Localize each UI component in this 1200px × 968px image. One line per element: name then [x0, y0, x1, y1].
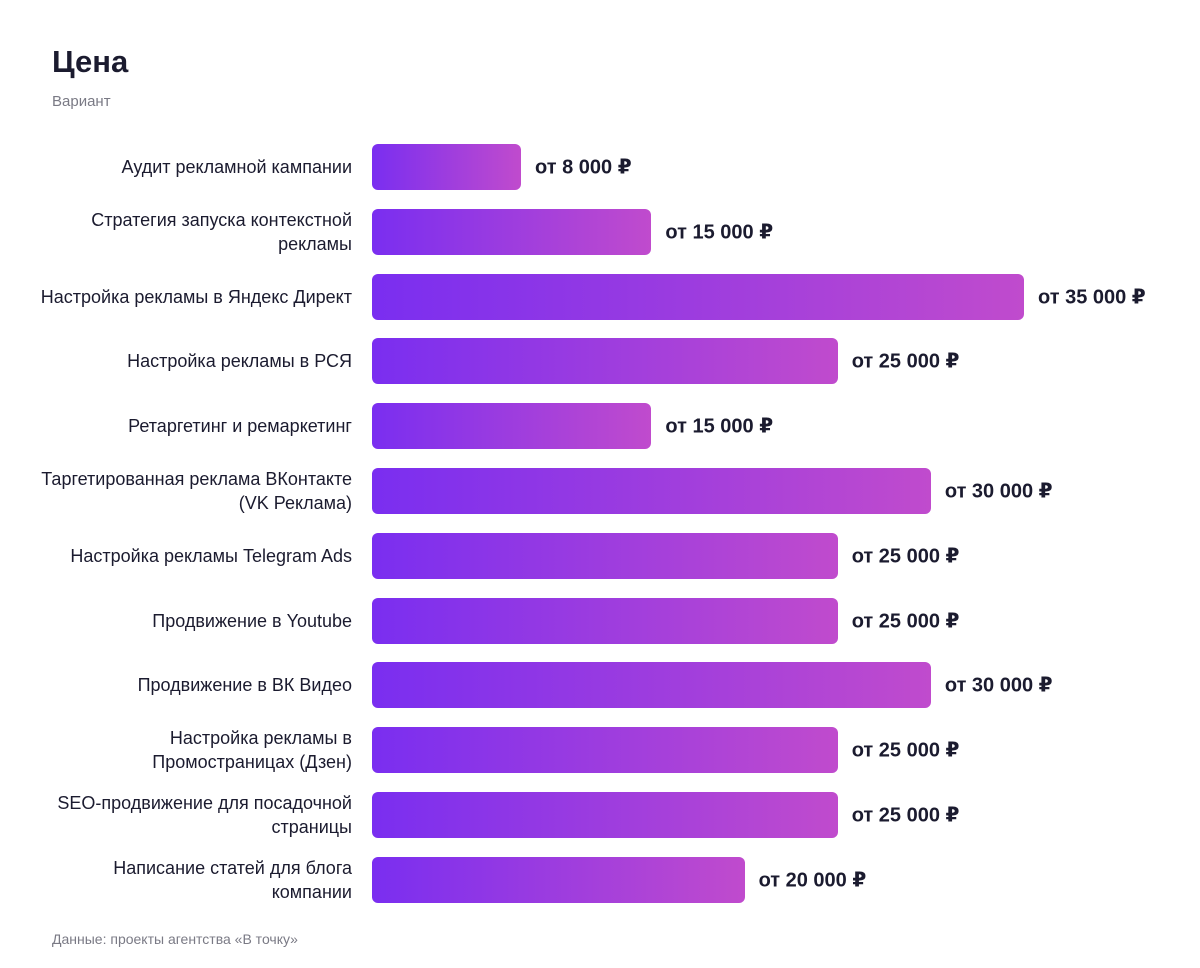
- category-label: Таргетированная реклама ВКонтакте (VK Ре…: [41, 469, 352, 513]
- bar: [372, 727, 838, 774]
- category-label: Стратегия запуска контекстной рекламы: [91, 209, 352, 254]
- bar: [372, 532, 838, 579]
- value-label: от 30 000 ₽: [944, 480, 1053, 503]
- category-label: Настройка рекламы в Яндекс Директ: [40, 286, 352, 307]
- category-label: Написание статей для блога компании: [113, 857, 352, 902]
- bar: [372, 792, 838, 838]
- category-label: Настройка рекламы в Промостраницах (Дзен…: [152, 728, 352, 773]
- bar: [372, 856, 745, 903]
- bar: [372, 144, 522, 190]
- value-label: от 25 000 ₽: [851, 739, 960, 762]
- value-label: от 20 000 ₽: [758, 869, 867, 892]
- value-label: от 8 000 ₽: [535, 156, 632, 179]
- category-label: Ретаргетинг и ремаркетинг: [128, 416, 352, 437]
- bar: [372, 403, 652, 450]
- value-label: от 15 000 ₽: [665, 221, 774, 244]
- value-label: от 15 000 ₽: [665, 415, 774, 438]
- bar: [372, 208, 652, 255]
- category-label: Настройка рекламы в РСЯ: [127, 351, 352, 372]
- category-label: SEO-продвижение для посадочной страницы: [57, 793, 352, 837]
- category-label: Аудит рекламной кампании: [121, 157, 352, 177]
- chart-subtitle: Вариант: [52, 93, 111, 110]
- bar: [372, 273, 1024, 320]
- value-label: от 30 000 ₽: [944, 674, 1053, 697]
- value-label: от 25 000 ₽: [851, 610, 960, 633]
- value-label: от 35 000 ₽: [1038, 286, 1146, 309]
- bar: [372, 662, 931, 709]
- category-label: Продвижение в Youtube: [152, 610, 352, 631]
- category-label: Продвижение в ВК Видео: [137, 675, 352, 696]
- value-label: от 25 000 ₽: [851, 350, 960, 373]
- bar: [372, 468, 931, 514]
- category-label: Настройка рекламы Telegram Ads: [70, 545, 352, 566]
- bar: [372, 338, 838, 385]
- source-note: Данные: проекты агентства «В точку»: [52, 931, 298, 947]
- chart-title: Цена: [52, 44, 129, 79]
- bar: [372, 597, 838, 644]
- value-label: от 25 000 ₽: [851, 804, 960, 827]
- value-label: от 25 000 ₽: [851, 545, 960, 568]
